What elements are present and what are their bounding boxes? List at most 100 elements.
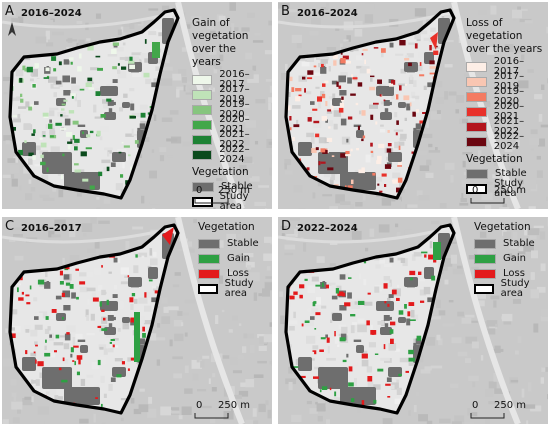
legend-item: 2020–2021 <box>192 113 270 135</box>
legend-item-label: 2017–2019 <box>493 70 525 92</box>
legend-item-label: Stable <box>495 167 527 179</box>
legend-item: 2019–2020 <box>192 98 270 120</box>
legend-swatch <box>192 181 214 192</box>
legend-item-label: Loss <box>503 267 525 279</box>
legend-item-label: Stable <box>503 237 535 249</box>
legend-item: 2016–2017 <box>192 68 270 90</box>
legend-swatch <box>466 121 487 132</box>
legend-swatch <box>474 238 496 249</box>
legend-item: 2021–2022 <box>466 115 546 137</box>
panel-b: B 2016–2024 Loss of vegetation over the … <box>278 2 548 209</box>
panel-title: 2016–2017 <box>21 223 82 234</box>
panel-label: C <box>5 219 15 234</box>
legend-swatch <box>474 283 494 294</box>
legend-swatch <box>192 89 213 100</box>
panel-label: B <box>281 4 290 19</box>
map-b <box>278 2 548 209</box>
legend-swatch <box>192 74 213 85</box>
legend-swatch <box>192 196 213 207</box>
legend-item-study-area: Study area <box>192 190 270 209</box>
legend-item-label: 2019–2020 <box>219 98 250 120</box>
legend-swatch <box>466 106 487 117</box>
legend-item-label: Loss <box>227 267 249 279</box>
legend-item-label: Stable <box>227 237 259 249</box>
legend-item-study-area: Study area <box>474 277 548 299</box>
legend-swatch <box>466 91 487 102</box>
panel-a: A 2016–2024 Gain of vegetation over the … <box>2 2 272 209</box>
scale-zero: 0 <box>196 400 203 411</box>
legend-item-label: 2022–2024 <box>219 143 250 165</box>
legend-swatch <box>466 61 487 72</box>
legend-item: 2020–2021 <box>466 100 546 122</box>
panel-title: 2016–2024 <box>297 8 358 19</box>
legend-item-label: Study area <box>219 190 249 209</box>
legend-swatch <box>192 119 213 130</box>
legend-heading: Vegetation <box>198 221 255 233</box>
scale-zero: 0 <box>196 185 203 196</box>
legend-item: 2022–2024 <box>192 143 270 165</box>
legend-heading: Loss of vegetation over the years <box>466 17 543 55</box>
legend-swatch <box>466 76 487 87</box>
legend-item-stable: Stable <box>466 166 546 181</box>
legend-swatch <box>198 253 220 264</box>
legend-item-label: Study area <box>500 277 530 299</box>
legend-item-label: 2021–2022 <box>493 115 525 137</box>
legend-swatch <box>198 238 220 249</box>
legend-item: 2021–2022 <box>192 128 270 150</box>
panel-title: 2022–2024 <box>297 223 358 234</box>
map-d <box>278 217 548 424</box>
map-a <box>2 2 272 209</box>
legend-swatch <box>198 268 220 279</box>
legend-item-stable: Stable <box>192 179 270 194</box>
legend-item-label: Study area <box>224 277 254 299</box>
legend-item: Stable <box>474 236 548 251</box>
legend: Loss of vegetation over the years 2016–2… <box>466 17 546 199</box>
legend-swatch <box>466 183 488 194</box>
panel-c: C 2016–2017 Vegetation Stable Gain Loss … <box>2 217 272 424</box>
legend-item-label: 2020–2021 <box>219 113 250 135</box>
legend-item-study-area: Study area <box>466 177 546 199</box>
legend-item: 2017–2019 <box>192 83 270 105</box>
legend-item-label: 2020–2021 <box>493 100 525 122</box>
map-c <box>2 217 272 424</box>
legend-item-label: Gain <box>227 252 250 264</box>
legend: Gain of vegetation over the years 2016–2… <box>192 17 270 209</box>
legend-item-label: 2019–2020 <box>493 85 525 107</box>
panel-label: A <box>5 4 14 19</box>
legend: Vegetation Stable Gain Loss Study area <box>474 221 548 299</box>
legend-swatch <box>474 253 496 264</box>
scale-distance: 250 m <box>218 185 251 196</box>
legend-swatch <box>192 149 213 160</box>
legend-item: Stable <box>198 236 272 251</box>
legend-subheading: Vegetation <box>466 153 523 165</box>
panel-label: D <box>281 219 292 234</box>
scale-zero: 0 <box>472 400 479 411</box>
legend-item: Loss <box>474 266 548 281</box>
legend-subheading: Vegetation <box>192 166 249 178</box>
legend-heading: Vegetation <box>474 221 531 233</box>
legend-item-label: 2017–2019 <box>219 83 250 105</box>
scale-distance: 250 m <box>494 185 527 196</box>
legend-item: 2017–2019 <box>466 70 546 92</box>
legend-item-label: 2022–2024 <box>493 130 525 152</box>
legend-item-label: 2021–2022 <box>219 128 250 150</box>
legend-swatch <box>198 283 218 294</box>
scale-distance: 250 m <box>494 400 527 411</box>
legend-item-label: Gain <box>503 252 526 264</box>
panel-title: 2016–2024 <box>21 8 82 19</box>
legend-item: 2016–2017 <box>466 55 546 77</box>
north-arrow-icon <box>8 22 16 36</box>
legend-swatch <box>466 168 488 179</box>
legend-swatch <box>192 104 213 115</box>
legend-item: Loss <box>198 266 272 281</box>
legend-item: Gain <box>474 251 548 266</box>
legend-item: Gain <box>198 251 272 266</box>
legend-item-study-area: Study area <box>198 277 272 299</box>
legend-item-label: Study area <box>494 177 524 199</box>
legend-item-label: 2016–2017 <box>219 68 250 90</box>
legend-swatch <box>192 134 213 145</box>
legend-item: 2022–2024 <box>466 130 546 152</box>
legend-heading: Gain of vegetation over the years <box>192 17 249 68</box>
legend-item-label: 2016–2017 <box>493 55 525 77</box>
